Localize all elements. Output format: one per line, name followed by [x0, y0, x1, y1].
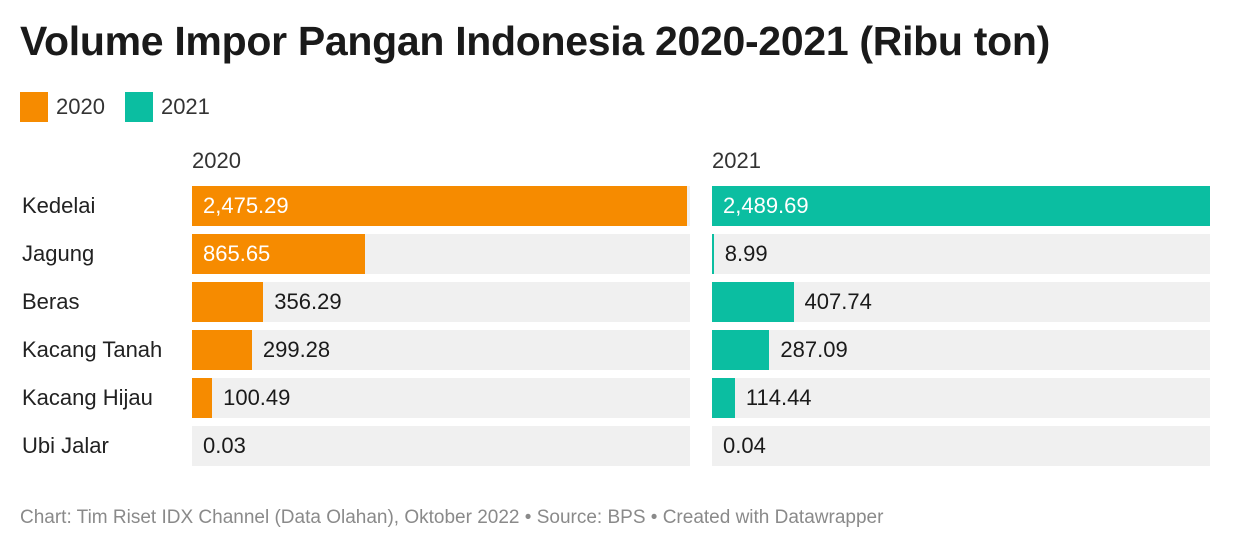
category-label: Kedelai	[22, 193, 96, 218]
bar-2021-beras	[712, 282, 794, 322]
data-label: 0.03	[203, 433, 246, 458]
chart-title: Volume Impor Pangan Indonesia 2020-2021 …	[20, 18, 1050, 64]
bar-track: 0.04	[712, 426, 1210, 466]
data-label: 8.99	[724, 241, 768, 266]
bar-track: 865.65	[192, 234, 690, 274]
data-label: 299.28	[262, 337, 331, 362]
legend-item-2021: 2021	[124, 92, 210, 122]
panel-title-2021: 2021	[712, 148, 761, 173]
data-label: 2,475.29	[203, 193, 289, 218]
legend-swatch-2021	[124, 92, 153, 122]
chart-footer: Chart: Tim Riset IDX Channel (Data Olaha…	[20, 507, 884, 528]
bar-track: 2,475.29	[192, 186, 690, 226]
panel-2020: 2020 2,475.29 865.65 356.29 299.28 100.49 0.0…	[192, 148, 690, 466]
category-label: Kacang Tanah	[22, 337, 163, 362]
legend-label-2020: 2020	[56, 94, 105, 119]
bar-2021-jagung	[712, 234, 714, 274]
bar-2021-kacang-tanah	[712, 330, 770, 370]
legend-swatch-2020	[20, 92, 48, 122]
category-label: Beras	[22, 289, 80, 314]
data-label: 114.44	[745, 385, 812, 410]
category-label: Kacang Hijau	[22, 385, 153, 410]
bar-track: 287.09	[712, 330, 1210, 370]
bar-2020-kedelai	[192, 186, 688, 226]
legend-item-2020: 2020	[20, 92, 105, 122]
bar-2021-kedelai	[712, 186, 1210, 226]
data-label: 100.49	[223, 385, 291, 410]
bar-2020-jagung	[192, 234, 366, 274]
data-label: 2,489.69	[723, 193, 809, 218]
category-label: Ubi Jalar	[22, 433, 109, 458]
panel-title-2020: 2020	[192, 148, 241, 173]
data-label: 407.74	[804, 289, 872, 314]
bar-track: 0.03	[192, 426, 690, 466]
data-label: 865.65	[203, 241, 271, 266]
category-label: Jagung	[22, 241, 95, 266]
legend: 2020 2021	[20, 92, 230, 122]
data-label: 287.09	[780, 337, 848, 362]
bar-track: 114.44	[712, 378, 1210, 418]
data-label: 0.04	[723, 433, 766, 458]
bar-track: 100.49	[192, 378, 690, 418]
bar-track: 407.74	[712, 282, 1210, 322]
bar-track: 356.29	[192, 282, 690, 322]
bar-track: 299.28	[192, 330, 690, 370]
panel-2021: 2021 2,489.69 8.99 407.74 287.09 114.44 0.04	[712, 148, 1210, 466]
bar-2020-kacang-hijau	[192, 378, 213, 418]
bar-2020-beras	[192, 282, 264, 322]
bar-track: 2,489.69	[712, 186, 1210, 226]
bar-2020-kacang-tanah	[192, 330, 252, 370]
legend-label-2021: 2021	[160, 94, 210, 119]
bar-track: 8.99	[712, 234, 1210, 274]
bar-2021-kacang-hijau	[712, 378, 735, 418]
data-label: 356.29	[274, 289, 342, 314]
